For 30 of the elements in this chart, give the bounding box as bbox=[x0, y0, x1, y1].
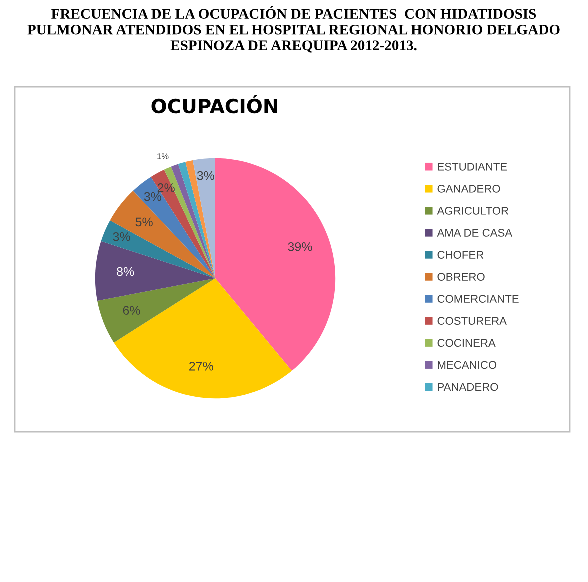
legend-label: ESTUDIANTE bbox=[438, 162, 508, 171]
pie-slice bbox=[110, 190, 216, 278]
legend-label: AGRICULTOR bbox=[437, 207, 509, 215]
data-label: 6% bbox=[123, 306, 140, 316]
pie-slice bbox=[114, 278, 292, 399]
data-label: 3% bbox=[113, 232, 130, 242]
data-label: 39% bbox=[288, 242, 312, 252]
legend-label: GANADERO bbox=[438, 185, 500, 193]
legend-label: OBRERO bbox=[438, 273, 485, 281]
pie-slice bbox=[98, 278, 216, 343]
legend-label: AMA DE CASA bbox=[437, 229, 513, 237]
pie-slice bbox=[216, 158, 336, 372]
data-label: 3% bbox=[144, 192, 162, 202]
legend-label: COMERCIANTE bbox=[438, 295, 519, 304]
chart-subtitle: FRECUENCIA DE LA OCUPACIÓN DE PACIENTES CON HIDATIDOSIS PULMONAR ATENDIDOS EN EL HOSPITAL REGIONAL HONORIO DELGADO ESPINOZA DE AREQUIPA 2012-2013. bbox=[28, 6, 560, 53]
data-label: 27% bbox=[190, 362, 214, 371]
pie-slice bbox=[186, 160, 216, 278]
pie-slice bbox=[178, 162, 216, 278]
data-label: 8% bbox=[117, 267, 134, 276]
legend-label: COCINERA bbox=[438, 339, 496, 348]
data-label: 3% bbox=[197, 171, 214, 180]
legend-label: CHOFER bbox=[438, 251, 484, 259]
legend-label: MECANICO bbox=[438, 361, 497, 370]
data-label: 5% bbox=[136, 218, 153, 227]
pie-slice bbox=[192, 158, 216, 278]
legend-label: PANADERO bbox=[438, 383, 498, 392]
data-label: 1% bbox=[158, 154, 169, 160]
legend-label: COSTURERA bbox=[438, 317, 507, 326]
chart-title: OCUPACIÓN bbox=[152, 95, 278, 114]
pie-slice bbox=[95, 241, 216, 302]
